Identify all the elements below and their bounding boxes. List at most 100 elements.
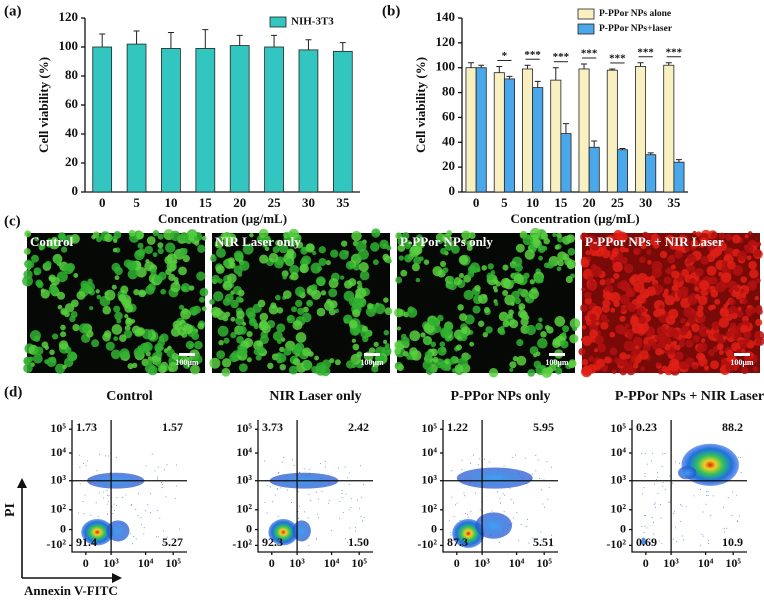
event bbox=[286, 489, 288, 491]
cell bbox=[157, 364, 167, 374]
cell bbox=[561, 331, 567, 337]
event bbox=[527, 519, 529, 521]
event bbox=[454, 504, 456, 506]
cell bbox=[533, 360, 542, 369]
event bbox=[307, 517, 309, 519]
cell bbox=[556, 266, 562, 272]
legend-label: P-PPor NPs+laser bbox=[599, 24, 673, 34]
event bbox=[160, 481, 162, 483]
cell bbox=[46, 243, 51, 248]
bar bbox=[475, 67, 487, 193]
cell bbox=[280, 337, 286, 342]
cell bbox=[216, 310, 226, 321]
cell bbox=[722, 260, 728, 267]
cell bbox=[110, 349, 121, 360]
event bbox=[470, 462, 472, 464]
cell bbox=[276, 307, 284, 314]
cell bbox=[477, 320, 485, 327]
event bbox=[712, 495, 714, 497]
event bbox=[539, 477, 541, 479]
quadrant-percent: 5.51 bbox=[533, 535, 554, 549]
cell bbox=[58, 340, 69, 350]
x-tick-label: 10⁴ bbox=[509, 556, 525, 570]
cell bbox=[302, 347, 312, 357]
cell bbox=[640, 366, 645, 371]
y-tick-label: -10² bbox=[232, 537, 252, 551]
cell bbox=[230, 299, 239, 309]
cell bbox=[118, 334, 127, 342]
cell bbox=[224, 293, 234, 303]
cell bbox=[295, 299, 303, 308]
event bbox=[700, 488, 702, 490]
event bbox=[361, 496, 363, 498]
cell bbox=[451, 240, 457, 245]
cell bbox=[278, 243, 289, 254]
micrograph-cells bbox=[578, 229, 764, 378]
x-tick-label: 0 bbox=[83, 556, 89, 570]
cell bbox=[671, 284, 679, 292]
cell bbox=[155, 361, 162, 367]
event bbox=[78, 512, 80, 514]
y-tick-label: 10⁴ bbox=[421, 445, 437, 459]
bar bbox=[92, 46, 113, 193]
cell bbox=[546, 326, 554, 334]
cell bbox=[341, 240, 348, 247]
cell bbox=[500, 277, 511, 289]
y-tick-label: 10⁴ bbox=[236, 445, 252, 459]
cell bbox=[153, 274, 163, 284]
cell bbox=[642, 231, 649, 238]
event bbox=[644, 514, 646, 516]
event bbox=[79, 454, 81, 456]
cell bbox=[665, 234, 675, 245]
scale-bar bbox=[734, 353, 750, 356]
cell bbox=[525, 324, 537, 336]
cell bbox=[639, 350, 649, 360]
event bbox=[344, 538, 346, 540]
event bbox=[654, 506, 656, 508]
event bbox=[344, 466, 346, 468]
cell bbox=[755, 337, 764, 346]
population bbox=[268, 519, 299, 546]
event bbox=[155, 536, 157, 538]
y-tick-label: 40 bbox=[65, 125, 78, 140]
event bbox=[166, 464, 168, 466]
y-tick-label: 10² bbox=[610, 502, 626, 516]
event bbox=[672, 538, 674, 540]
quadrant-percent: 92.3 bbox=[262, 535, 283, 549]
cell bbox=[111, 284, 117, 290]
event bbox=[140, 516, 142, 518]
cell bbox=[654, 284, 664, 294]
cell bbox=[726, 260, 736, 270]
cell bbox=[569, 318, 581, 329]
cell bbox=[755, 330, 761, 336]
event bbox=[275, 494, 277, 496]
micrograph-label: NIR Laser only bbox=[215, 234, 301, 249]
event bbox=[342, 512, 344, 514]
event bbox=[347, 541, 349, 543]
cell bbox=[609, 291, 621, 303]
x-tick-label: 0 bbox=[269, 556, 275, 570]
cell bbox=[60, 246, 68, 253]
event bbox=[298, 505, 300, 507]
event bbox=[145, 465, 147, 467]
cell bbox=[725, 233, 733, 241]
event bbox=[467, 513, 469, 515]
cell bbox=[609, 331, 616, 338]
cell bbox=[215, 247, 226, 258]
quadrant-percent: 87.3 bbox=[447, 535, 468, 549]
cell bbox=[728, 281, 738, 291]
cell bbox=[720, 357, 727, 364]
cell bbox=[384, 307, 393, 316]
scale-label: 100μm bbox=[545, 358, 569, 367]
event bbox=[283, 456, 285, 458]
cell bbox=[182, 254, 190, 263]
x-tick-label: 10⁵ bbox=[165, 556, 181, 570]
x-tick-label: 10⁵ bbox=[725, 556, 741, 570]
cell bbox=[209, 357, 221, 369]
event bbox=[470, 510, 472, 512]
event bbox=[108, 455, 110, 457]
event bbox=[149, 493, 151, 495]
cell bbox=[440, 346, 447, 353]
cell bbox=[584, 297, 593, 305]
cell bbox=[119, 348, 130, 359]
